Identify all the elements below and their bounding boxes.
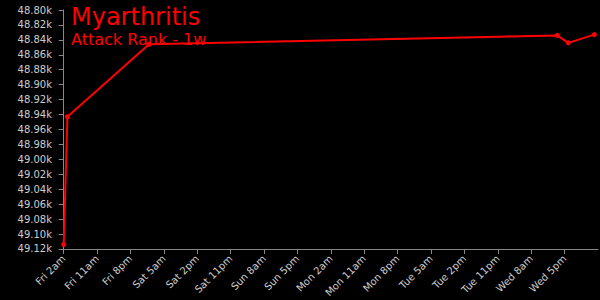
svg-text:Wed 5pm: Wed 5pm — [527, 253, 568, 294]
svg-text:Myarthritis: Myarthritis — [71, 3, 200, 31]
svg-text:48.82k: 48.82k — [18, 19, 53, 30]
svg-text:Attack Rank - 1w: Attack Rank - 1w — [71, 30, 206, 49]
svg-text:Fri 2am: Fri 2am — [33, 253, 67, 287]
svg-text:49.04k: 49.04k — [18, 184, 53, 195]
svg-text:48.94k: 48.94k — [18, 109, 53, 120]
svg-text:Sat 11pm: Sat 11pm — [193, 253, 235, 295]
svg-text:Tue 5am: Tue 5am — [396, 253, 434, 291]
svg-text:48.98k: 48.98k — [18, 139, 53, 150]
svg-text:49.00k: 49.00k — [18, 154, 53, 165]
svg-text:Wed 8am: Wed 8am — [494, 253, 536, 295]
svg-text:Sun 8am: Sun 8am — [229, 253, 268, 292]
svg-text:Mon 8pm: Mon 8pm — [361, 253, 402, 294]
svg-text:49.12k: 49.12k — [18, 243, 53, 254]
svg-text:Tue 2pm: Tue 2pm — [430, 253, 469, 291]
svg-text:48.90k: 48.90k — [18, 79, 53, 90]
svg-text:48.96k: 48.96k — [18, 124, 53, 135]
svg-text:48.84k: 48.84k — [18, 34, 53, 45]
svg-text:Mon 11am: Mon 11am — [323, 253, 368, 298]
svg-text:48.86k: 48.86k — [18, 49, 53, 60]
svg-text:Fri 11am: Fri 11am — [62, 253, 101, 292]
svg-text:Mon 2am: Mon 2am — [294, 253, 335, 294]
svg-text:48.88k: 48.88k — [18, 64, 53, 75]
svg-text:49.06k: 49.06k — [18, 199, 53, 210]
svg-text:Tue 11pm: Tue 11pm — [459, 253, 502, 296]
svg-text:49.02k: 49.02k — [18, 169, 53, 180]
svg-text:49.08k: 49.08k — [18, 214, 53, 225]
svg-text:48.92k: 48.92k — [18, 94, 53, 105]
svg-text:Fri 8pm: Fri 8pm — [100, 253, 134, 287]
svg-text:Sat 5am: Sat 5am — [130, 253, 167, 290]
svg-text:49.10k: 49.10k — [18, 229, 53, 240]
svg-text:Sun 5pm: Sun 5pm — [262, 253, 302, 293]
svg-text:Sat 2pm: Sat 2pm — [163, 253, 202, 291]
svg-text:48.80k: 48.80k — [18, 5, 53, 16]
